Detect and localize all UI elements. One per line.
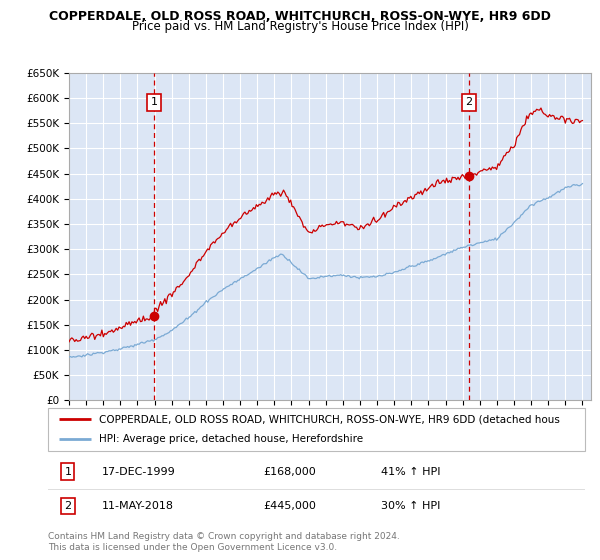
Text: 17-DEC-1999: 17-DEC-1999 (102, 466, 175, 477)
Text: Contains HM Land Registry data © Crown copyright and database right 2024.
This d: Contains HM Land Registry data © Crown c… (48, 531, 400, 552)
Text: 30% ↑ HPI: 30% ↑ HPI (381, 501, 440, 511)
Text: 41% ↑ HPI: 41% ↑ HPI (381, 466, 440, 477)
Text: 2: 2 (466, 97, 473, 108)
Text: Price paid vs. HM Land Registry's House Price Index (HPI): Price paid vs. HM Land Registry's House … (131, 20, 469, 32)
Text: COPPERDALE, OLD ROSS ROAD, WHITCHURCH, ROSS-ON-WYE, HR9 6DD: COPPERDALE, OLD ROSS ROAD, WHITCHURCH, R… (49, 10, 551, 23)
Text: 11-MAY-2018: 11-MAY-2018 (102, 501, 174, 511)
Text: 2: 2 (64, 501, 71, 511)
Text: £168,000: £168,000 (263, 466, 316, 477)
Text: 1: 1 (151, 97, 157, 108)
FancyBboxPatch shape (48, 408, 585, 451)
Text: HPI: Average price, detached house, Herefordshire: HPI: Average price, detached house, Here… (99, 434, 363, 444)
Text: COPPERDALE, OLD ROSS ROAD, WHITCHURCH, ROSS-ON-WYE, HR9 6DD (detached hous: COPPERDALE, OLD ROSS ROAD, WHITCHURCH, R… (99, 414, 560, 424)
Text: 1: 1 (64, 466, 71, 477)
Text: £445,000: £445,000 (263, 501, 316, 511)
